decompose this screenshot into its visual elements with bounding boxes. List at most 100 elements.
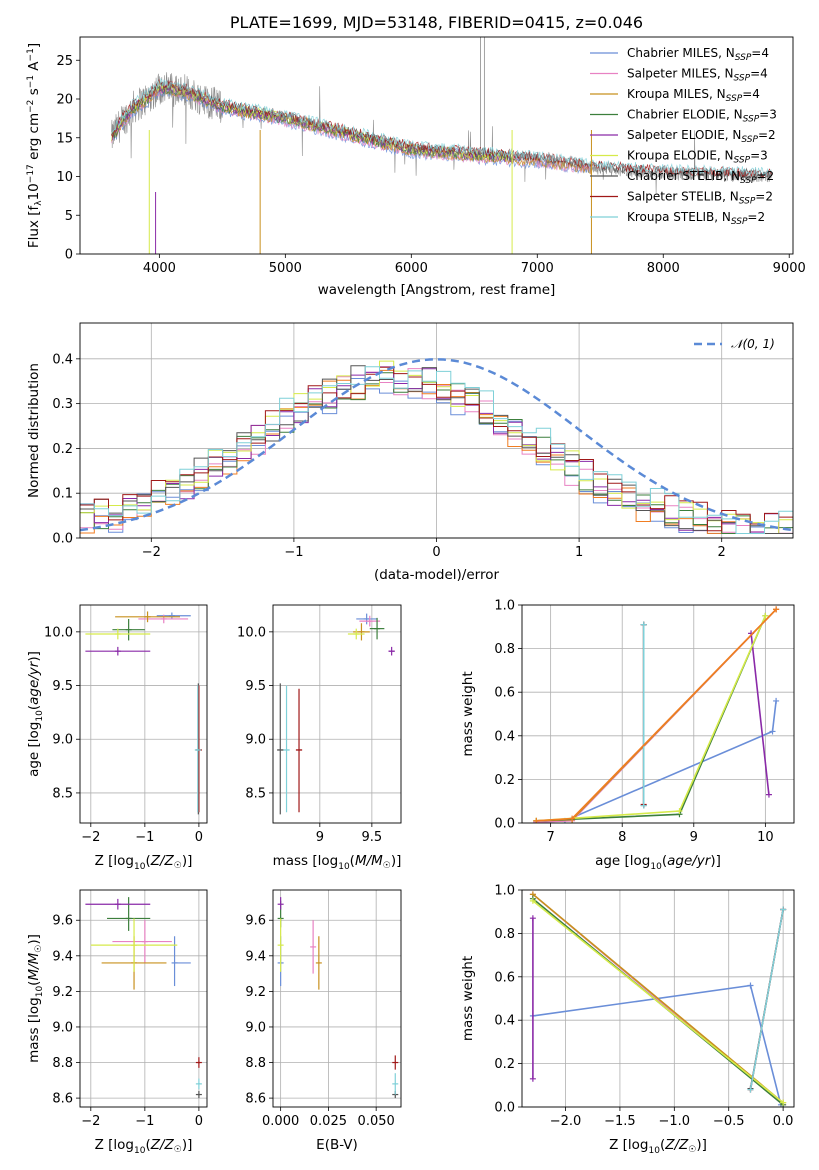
age_vs_mass-xlabel-part: M/M [355, 853, 383, 869]
weight-marker [780, 1099, 787, 1106]
age_vs_mass-xlabel-part: ( [350, 853, 355, 869]
spectrum-ylabel: Flux [fλ10−17 erg cm−2 s−1 A−1] [26, 43, 44, 248]
weight_vs_z-frame [521, 889, 795, 1108]
age_vs_z-ytick-label: 9.5 [52, 679, 73, 694]
residuals-ytick-label: 0.2 [52, 442, 73, 457]
errorbar-point [194, 685, 201, 813]
errorbar-point [85, 628, 151, 640]
age_vs_z-xlabel: Z [log10(Z/Z☉)] [95, 853, 193, 872]
age_vs_z-xtick-label: −1 [135, 830, 154, 845]
residuals-xtick-label: −2 [142, 545, 161, 560]
errorbar-point [388, 646, 395, 656]
weight_vs_z-ytick-label: 0.8 [494, 927, 515, 942]
spectrum-ylabel-part: −2 [26, 100, 36, 113]
mass_vs_z-xlabel-part: 10 [134, 1146, 146, 1156]
weight-marker [676, 808, 683, 815]
weight-line [536, 700, 777, 823]
legend-label-sub: SSP [734, 74, 751, 84]
mass_vs_z-ylabel-part: M/M [26, 952, 42, 980]
mass_vs_ebv-ytick-label: 9.4 [245, 949, 266, 964]
legend-label: 𝒩(0, 1) [731, 337, 775, 351]
weight-line [750, 633, 770, 795]
mass_vs_z-xlabel-part: Z [log [95, 1137, 134, 1153]
spectrum-ylabel-part: 10 [26, 183, 42, 200]
spectrum-ylabel-part: λ [34, 200, 44, 206]
mass_vs_z-ytick-label: 9.6 [52, 914, 73, 929]
weight_vs_z-xlabel-part: Z/Z [664, 1137, 689, 1153]
mass_vs_z-ylabel-part: ☉ [34, 945, 44, 953]
legend-label-main: Kroupa ELODIE, N [627, 149, 734, 163]
legend-label: Chabrier STELIB, NSSP=2 [627, 169, 774, 186]
mass_vs_ebv-xtick-label: 0.000 [262, 1114, 299, 1129]
legend-label-suffix: =2 [747, 210, 765, 224]
errorbar-point [310, 920, 317, 974]
age_vs_mass-xlabel: mass [log10(M/M☉)] [273, 853, 402, 872]
model-spectrum [111, 77, 772, 177]
legend-label: Kroupa MILES, NSSP=4 [627, 87, 760, 104]
mass_vs_z-xtick-label: −1 [135, 1114, 154, 1129]
age_vs_z-xlabel-part: 10 [134, 862, 146, 872]
spectrum-ytick-label: 20 [56, 93, 73, 108]
errorbar-point [195, 1090, 202, 1099]
errorbar-point [112, 920, 172, 963]
spectrum-ytick-label: 15 [56, 131, 73, 146]
age_vs_z-xlabel-part: Z [log [95, 853, 134, 869]
errorbar-point [156, 612, 191, 619]
residual-histogram [80, 369, 793, 534]
mass_vs_ebv-xlabel: E(B-V) [316, 1137, 358, 1153]
age_vs_z-plot-area [85, 611, 202, 815]
age_vs_mass-axes: 9 9.5 8.5 9.0 9.5 10.0 mass [log10(M/M☉)] [237, 604, 402, 872]
spectrum-xtick-label: 6000 [395, 261, 428, 276]
legend-label: Chabrier ELODIE, NSSP=3 [627, 108, 777, 125]
legend-label-main: Salpeter ELODIE, N [627, 128, 741, 142]
errorbar-point [195, 1057, 202, 1068]
mass_vs_z-xtick-label: 0 [195, 1114, 203, 1129]
spectrum-ytick-label: 10 [56, 170, 73, 185]
errorbar-point [392, 1073, 399, 1095]
legend-label-suffix: =3 [759, 108, 777, 122]
errorbar-point [283, 685, 290, 813]
legend-label: Kroupa STELIB, NSSP=2 [627, 210, 765, 227]
mass_vs_ebv-ytick-label: 9.0 [245, 1020, 266, 1035]
spectrum-ylabel-part: s [26, 88, 42, 99]
errorbar-point [315, 936, 322, 990]
mass_vs_z-ytick-label: 8.6 [52, 1092, 73, 1107]
age_vs_mass-xlabel-part: ☉ [383, 861, 391, 871]
spectrum-ylabel-part: −1 [26, 75, 36, 88]
errorbar-point [277, 918, 284, 972]
weight_vs_z-xtick-label: −0.5 [713, 1114, 745, 1129]
legend-label-main: Chabrier MILES, N [627, 46, 735, 60]
weight-line [532, 893, 784, 1104]
weight_vs_age-xtick-label: 7 [546, 830, 554, 845]
residual-histogram [80, 366, 793, 532]
age_vs_z-xlabel-part: ☉ [174, 861, 182, 871]
legend-label-main: Kroupa STELIB, N [627, 210, 731, 224]
age_vs_mass-xlabel-part: )] [391, 853, 402, 869]
age_vs_z-ylabel-part: age/yr [26, 660, 42, 705]
legend-label-suffix: =3 [750, 149, 768, 163]
residuals-ytick-label: 0.4 [52, 352, 73, 367]
age_vs_z-ylabel-part: )] [26, 651, 42, 662]
weight-marker [640, 621, 647, 628]
weight_vs_z-ytick-label: 0.6 [494, 970, 515, 985]
errorbar-point [347, 628, 365, 640]
spectrum-ylabel-part: −1 [26, 48, 36, 61]
errorbar-point [369, 617, 385, 640]
age_vs_mass-xtick-label: 9.5 [362, 830, 383, 845]
weight-line [532, 984, 782, 1105]
mass_vs_z-ytick-label: 9.4 [52, 949, 73, 964]
mass_vs_ebv-xtick-label: 0.025 [310, 1114, 347, 1129]
legend-label: Kroupa ELODIE, NSSP=3 [627, 149, 768, 166]
weight-marker [747, 1086, 754, 1093]
weight_vs_z-ytick-label: 0.0 [494, 1101, 515, 1116]
errorbar-point [85, 898, 151, 910]
residuals-xtick-label: −1 [284, 545, 303, 560]
age_vs_z-ylabel-part: ( [26, 705, 42, 710]
legend-label-suffix: =4 [742, 87, 760, 101]
age_vs_z-xtick-label: 0 [195, 830, 203, 845]
legend-label-suffix: =2 [755, 190, 773, 204]
spectrum-xlabel-part: wavelength [Angstrom, rest frame] [318, 282, 556, 298]
mass_vs_z-ytick-label: 8.8 [52, 1056, 73, 1071]
errorbar-point [115, 611, 180, 623]
age_vs_z-xlabel-part: )] [182, 853, 193, 869]
